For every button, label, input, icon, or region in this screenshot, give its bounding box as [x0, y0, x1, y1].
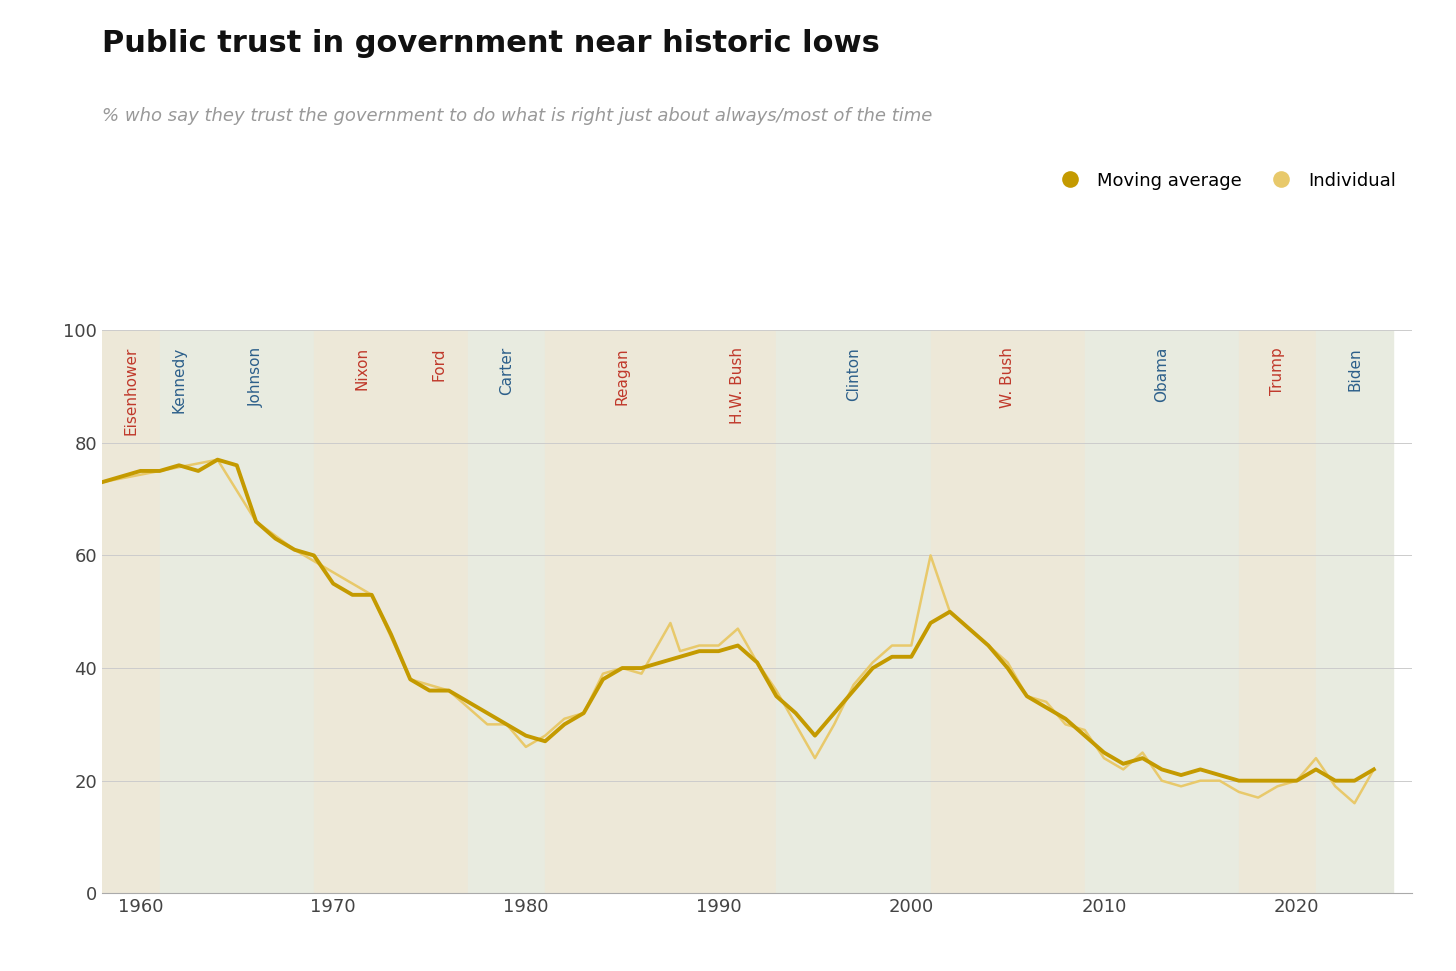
Text: Johnson: Johnson	[249, 347, 264, 407]
Text: Carter: Carter	[499, 347, 514, 395]
Text: Eisenhower: Eisenhower	[124, 347, 138, 435]
Text: H.W. Bush: H.W. Bush	[731, 347, 745, 424]
Text: Nixon: Nixon	[355, 347, 370, 390]
Text: W. Bush: W. Bush	[1000, 347, 1015, 408]
Bar	[314, 330, 411, 893]
Bar	[1085, 330, 1239, 893]
Bar	[411, 330, 467, 893]
Bar	[545, 330, 699, 893]
Bar	[930, 330, 1085, 893]
Text: % who say they trust the government to do what is right just about always/most o: % who say they trust the government to d…	[102, 107, 932, 125]
Text: Reagan: Reagan	[614, 347, 630, 405]
Bar	[699, 330, 776, 893]
Bar	[776, 330, 930, 893]
Text: Biden: Biden	[1347, 347, 1361, 390]
Text: Obama: Obama	[1155, 347, 1169, 402]
Text: Ford: Ford	[431, 347, 447, 381]
Legend: Moving average, Individual: Moving average, Individual	[1044, 164, 1404, 197]
Text: Trump: Trump	[1270, 347, 1286, 395]
Bar	[467, 330, 545, 893]
Text: Public trust in government near historic lows: Public trust in government near historic…	[102, 29, 879, 58]
Bar	[160, 330, 198, 893]
Bar	[198, 330, 314, 893]
Text: Clinton: Clinton	[846, 347, 860, 401]
Bar	[1316, 330, 1393, 893]
Bar	[102, 330, 160, 893]
Bar	[1239, 330, 1316, 893]
Text: Kennedy: Kennedy	[172, 347, 186, 414]
